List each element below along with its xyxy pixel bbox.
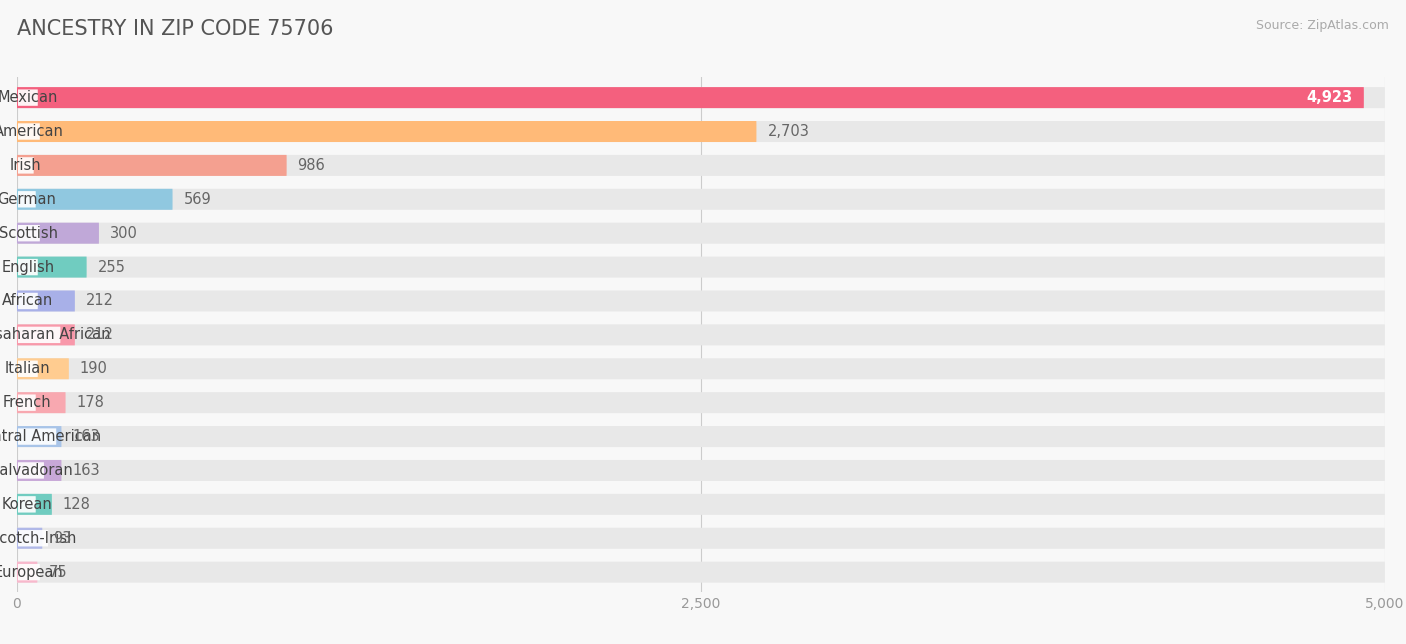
FancyBboxPatch shape xyxy=(17,562,1385,583)
Text: 986: 986 xyxy=(298,158,325,173)
Text: 212: 212 xyxy=(86,294,114,308)
FancyBboxPatch shape xyxy=(17,121,1385,142)
Text: 212: 212 xyxy=(86,327,114,343)
FancyBboxPatch shape xyxy=(18,428,56,445)
FancyBboxPatch shape xyxy=(17,460,62,481)
FancyBboxPatch shape xyxy=(17,155,1385,176)
Text: Mexican: Mexican xyxy=(0,90,58,105)
Text: Subsaharan African: Subsaharan African xyxy=(0,327,111,343)
FancyBboxPatch shape xyxy=(17,189,173,210)
Text: Source: ZipAtlas.com: Source: ZipAtlas.com xyxy=(1256,19,1389,32)
Text: European: European xyxy=(0,565,63,580)
FancyBboxPatch shape xyxy=(18,293,38,309)
FancyBboxPatch shape xyxy=(17,290,75,312)
FancyBboxPatch shape xyxy=(17,426,62,447)
FancyBboxPatch shape xyxy=(17,426,1385,447)
Text: 300: 300 xyxy=(110,225,138,241)
FancyBboxPatch shape xyxy=(18,327,60,343)
FancyBboxPatch shape xyxy=(17,155,287,176)
Text: German: German xyxy=(0,192,56,207)
FancyBboxPatch shape xyxy=(17,223,98,243)
Text: ANCESTRY IN ZIP CODE 75706: ANCESTRY IN ZIP CODE 75706 xyxy=(17,19,333,39)
Text: Scottish: Scottish xyxy=(0,225,59,241)
Text: Scotch-Irish: Scotch-Irish xyxy=(0,531,76,545)
FancyBboxPatch shape xyxy=(18,530,48,547)
FancyBboxPatch shape xyxy=(18,225,39,242)
FancyBboxPatch shape xyxy=(18,395,35,411)
FancyBboxPatch shape xyxy=(17,256,87,278)
Text: 163: 163 xyxy=(73,429,100,444)
FancyBboxPatch shape xyxy=(18,462,44,478)
Text: American: American xyxy=(0,124,63,139)
Text: 178: 178 xyxy=(76,395,104,410)
FancyBboxPatch shape xyxy=(17,87,1364,108)
FancyBboxPatch shape xyxy=(17,290,1385,312)
FancyBboxPatch shape xyxy=(17,325,75,345)
FancyBboxPatch shape xyxy=(17,494,52,515)
FancyBboxPatch shape xyxy=(17,358,69,379)
FancyBboxPatch shape xyxy=(18,361,38,377)
Text: 2,703: 2,703 xyxy=(768,124,810,139)
FancyBboxPatch shape xyxy=(17,223,1385,243)
Text: Salvadoran: Salvadoran xyxy=(0,463,72,478)
FancyBboxPatch shape xyxy=(18,259,38,275)
FancyBboxPatch shape xyxy=(17,189,1385,210)
Text: English: English xyxy=(1,260,55,274)
Text: Italian: Italian xyxy=(6,361,51,376)
Text: 93: 93 xyxy=(53,531,72,545)
Text: 128: 128 xyxy=(63,497,91,512)
FancyBboxPatch shape xyxy=(18,191,35,207)
Text: African: African xyxy=(3,294,53,308)
FancyBboxPatch shape xyxy=(18,496,35,513)
Text: 190: 190 xyxy=(80,361,108,376)
FancyBboxPatch shape xyxy=(17,527,42,549)
FancyBboxPatch shape xyxy=(17,527,1385,549)
FancyBboxPatch shape xyxy=(18,90,38,106)
FancyBboxPatch shape xyxy=(18,157,34,174)
FancyBboxPatch shape xyxy=(17,358,1385,379)
FancyBboxPatch shape xyxy=(17,325,1385,345)
Text: 4,923: 4,923 xyxy=(1306,90,1353,105)
FancyBboxPatch shape xyxy=(17,460,1385,481)
FancyBboxPatch shape xyxy=(17,494,1385,515)
Text: Central American: Central American xyxy=(0,429,101,444)
Text: Irish: Irish xyxy=(10,158,42,173)
Text: 255: 255 xyxy=(97,260,125,274)
Text: Korean: Korean xyxy=(1,497,52,512)
FancyBboxPatch shape xyxy=(17,392,66,413)
FancyBboxPatch shape xyxy=(18,123,39,140)
FancyBboxPatch shape xyxy=(17,256,1385,278)
FancyBboxPatch shape xyxy=(17,392,1385,413)
Text: French: French xyxy=(3,395,51,410)
FancyBboxPatch shape xyxy=(17,87,1385,108)
FancyBboxPatch shape xyxy=(17,562,38,583)
Text: 75: 75 xyxy=(48,565,67,580)
Text: 163: 163 xyxy=(73,463,100,478)
Text: 569: 569 xyxy=(184,192,211,207)
FancyBboxPatch shape xyxy=(18,564,39,580)
FancyBboxPatch shape xyxy=(17,121,756,142)
